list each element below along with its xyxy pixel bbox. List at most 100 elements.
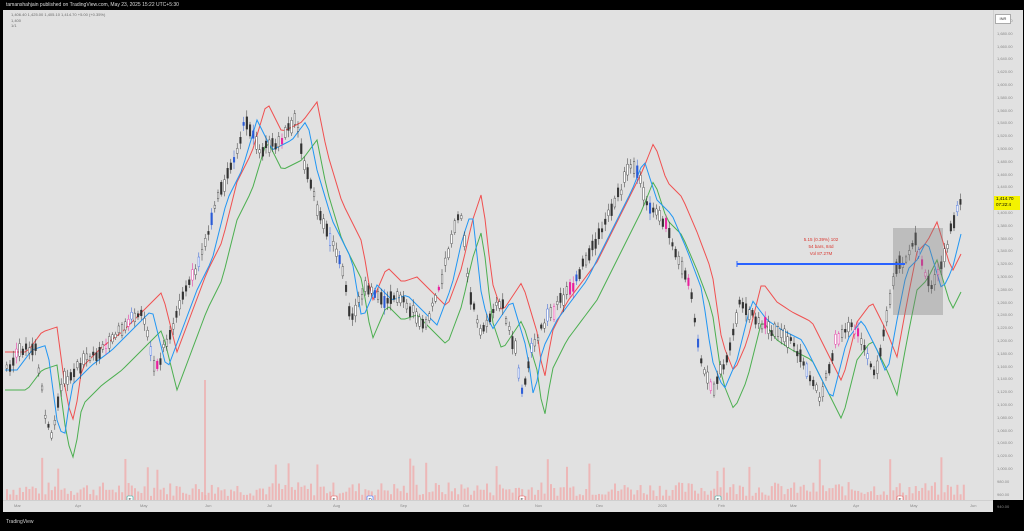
volume-bar — [562, 487, 565, 500]
candle-body — [114, 333, 117, 338]
volume-bar — [287, 463, 290, 500]
price-tick-label: 980.00 — [997, 478, 1010, 484]
volume-bar — [508, 489, 511, 500]
candle-body — [8, 364, 12, 372]
candle-body — [34, 343, 37, 351]
volume-bar — [441, 492, 444, 500]
candle-body — [505, 318, 508, 324]
candle-body — [460, 215, 463, 219]
volume-bar — [114, 492, 117, 500]
symbol-ohlc: 1,406.40 1,425.00 1,405.10 1,414.70 +5.0… — [11, 12, 106, 17]
volume-bar — [249, 493, 252, 500]
volume-bar — [866, 492, 869, 500]
candle-body — [501, 299, 504, 309]
volume-bar — [834, 484, 837, 500]
volume-bar — [92, 489, 95, 500]
volume-bar — [428, 492, 431, 500]
candle-body — [831, 353, 834, 361]
volume-bar — [345, 491, 348, 500]
candle-body — [351, 313, 354, 320]
volume-bar — [956, 484, 959, 500]
volume-bar — [60, 489, 63, 500]
candle-body — [130, 312, 133, 320]
volume-bar — [521, 489, 524, 500]
volume-bar — [358, 483, 360, 500]
candle-body — [757, 317, 760, 324]
candle-body — [949, 223, 952, 232]
time-tick-label: Nov — [535, 503, 543, 508]
candle-body — [108, 336, 111, 349]
candle-body — [5, 364, 8, 369]
currency-button[interactable]: INR — [995, 14, 1011, 24]
volume-bar — [553, 488, 556, 500]
volume-bar — [895, 487, 898, 500]
time-axis[interactable]: Mar Apr May Jun Jul Aug Sep Oct Nov Dec 2025 Feb Mar… — [3, 500, 993, 512]
candle-body — [677, 255, 680, 265]
candle-body — [143, 318, 146, 325]
candle-body — [162, 344, 165, 348]
volume-bar — [383, 490, 386, 500]
volume-bar — [466, 487, 469, 500]
volume-bar — [614, 483, 616, 500]
candle-body — [345, 284, 348, 292]
volume-bar — [134, 488, 136, 500]
candle-body — [882, 329, 885, 337]
price-tick-label: 1,160.00 — [997, 363, 1013, 369]
chart-area[interactable]: 1,406.40 1,425.00 1,405.10 1,414.70 +5.0… — [3, 10, 993, 500]
volume-bar — [914, 486, 917, 500]
volume-bar — [15, 494, 18, 500]
candle-body — [258, 149, 261, 154]
volume-bar — [140, 492, 143, 500]
volume-bar — [812, 482, 815, 500]
candle-body — [79, 363, 82, 374]
candle-body — [469, 292, 472, 305]
candle-body — [66, 376, 69, 385]
volume-bar — [159, 489, 162, 500]
candle-body — [364, 280, 367, 292]
volume-bar — [927, 490, 930, 500]
candle-body — [546, 308, 549, 322]
price-axis[interactable]: 1,700.001,680.001,660.001,640.001,620.00… — [993, 10, 1023, 509]
price-tick-label: 1,400.00 — [997, 210, 1013, 215]
volume-bar — [806, 490, 808, 500]
volume-bar — [722, 467, 725, 500]
candle-body — [117, 325, 120, 333]
candle-body — [194, 268, 197, 276]
candle-body — [140, 309, 143, 317]
candle-body — [290, 120, 293, 134]
price-tick-label: 1,180.00 — [997, 350, 1013, 356]
candle-body — [895, 261, 898, 274]
candle-body — [37, 367, 40, 374]
price-tick-label: 1,240.00 — [997, 312, 1013, 318]
candle-body — [786, 336, 789, 348]
price-tick-label: 1,100.00 — [997, 402, 1013, 407]
volume-bar — [713, 488, 716, 500]
volume-bar — [79, 489, 82, 500]
candle-body — [537, 337, 540, 341]
volume-bar — [268, 486, 271, 500]
candle-body — [591, 240, 594, 251]
candle-body — [300, 143, 303, 154]
candle-body — [517, 367, 520, 379]
price-tick-label: 1,560.00 — [997, 107, 1013, 113]
volume-bar — [294, 489, 296, 500]
volume-bar — [230, 489, 232, 500]
volume-bar — [758, 487, 760, 500]
candle-body — [380, 292, 383, 305]
volume-bar — [57, 468, 60, 500]
candle-body — [917, 249, 920, 257]
candle-body — [197, 256, 200, 267]
candle-body — [25, 343, 28, 350]
volume-bar — [937, 494, 940, 500]
price-tick-label: 1,380.00 — [997, 222, 1013, 228]
candle-body — [434, 295, 437, 302]
candle-body — [242, 122, 245, 126]
volume-bar — [748, 466, 751, 500]
volume-bar — [793, 482, 796, 500]
candle-body — [41, 385, 44, 391]
volume-bar — [863, 493, 866, 500]
price-tick-label: 1,440.00 — [997, 184, 1013, 190]
volume-bar — [198, 489, 200, 500]
price-tick-label: 1,580.00 — [997, 94, 1013, 100]
volume-bar — [751, 495, 754, 500]
